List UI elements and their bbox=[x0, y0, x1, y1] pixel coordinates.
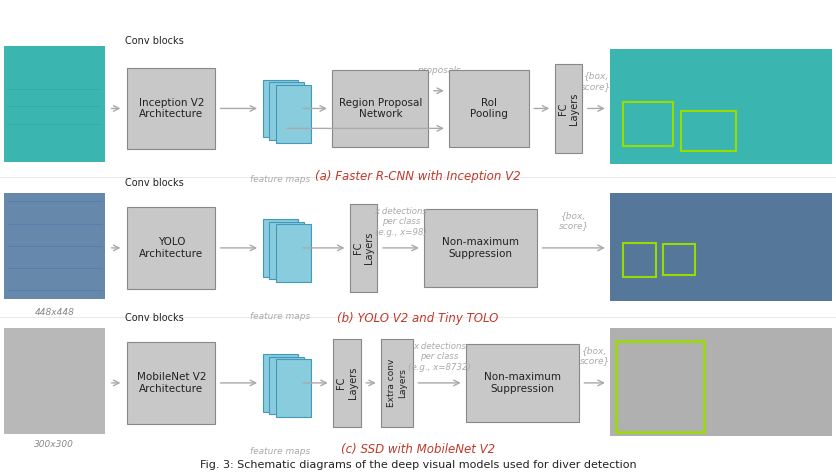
Bar bbox=[276, 85, 311, 142]
Bar bbox=[269, 357, 304, 414]
Bar bbox=[4, 47, 104, 161]
Text: (b) YOLO V2 and Tiny TOLO: (b) YOLO V2 and Tiny TOLO bbox=[337, 312, 499, 325]
Bar bbox=[269, 222, 304, 279]
Bar bbox=[616, 341, 704, 432]
Bar bbox=[349, 204, 378, 292]
Text: {box,
score}: {box, score} bbox=[558, 211, 589, 230]
Bar bbox=[333, 338, 360, 427]
Bar bbox=[450, 69, 528, 147]
Text: Conv blocks: Conv blocks bbox=[125, 313, 184, 323]
Bar bbox=[332, 69, 429, 147]
Bar bbox=[381, 338, 413, 427]
Text: proposals: proposals bbox=[417, 66, 461, 75]
Bar bbox=[681, 111, 736, 150]
Text: feature maps: feature maps bbox=[250, 312, 310, 321]
Bar bbox=[466, 344, 579, 422]
Bar bbox=[263, 219, 298, 277]
Bar bbox=[276, 359, 311, 417]
Bar bbox=[424, 209, 537, 287]
Text: RoI
Pooling: RoI Pooling bbox=[470, 98, 508, 119]
Bar bbox=[555, 64, 583, 153]
Text: feature maps: feature maps bbox=[250, 175, 310, 184]
Text: (a) Faster R-CNN with Inception V2: (a) Faster R-CNN with Inception V2 bbox=[315, 170, 521, 183]
Text: x detections
per class
(e.g., x=8732): x detections per class (e.g., x=8732) bbox=[408, 342, 471, 372]
Bar bbox=[263, 79, 298, 137]
Bar bbox=[4, 327, 104, 434]
Bar bbox=[127, 342, 216, 424]
Text: Fig. 3: Schematic diagrams of the deep visual models used for diver detection: Fig. 3: Schematic diagrams of the deep v… bbox=[200, 460, 636, 470]
Text: Extra conv
Layers: Extra conv Layers bbox=[387, 359, 407, 407]
Text: x detections
per class
(e.g., x=98): x detections per class (e.g., x=98) bbox=[375, 207, 427, 237]
Bar bbox=[276, 225, 311, 282]
Text: {box,
score}: {box, score} bbox=[579, 346, 609, 365]
Bar bbox=[4, 193, 104, 299]
Bar bbox=[623, 102, 673, 146]
Bar bbox=[263, 354, 298, 412]
Text: Conv blocks: Conv blocks bbox=[125, 37, 184, 47]
Bar bbox=[610, 327, 832, 436]
Text: Conv blocks: Conv blocks bbox=[125, 178, 184, 188]
Text: MobileNet V2
Architecture: MobileNet V2 Architecture bbox=[136, 372, 206, 394]
Bar bbox=[623, 244, 656, 277]
Text: Non-maximum
Suppression: Non-maximum Suppression bbox=[442, 237, 519, 258]
Text: 448x448: 448x448 bbox=[34, 307, 74, 317]
Bar bbox=[610, 193, 832, 301]
Bar bbox=[269, 82, 304, 140]
Text: FC
Layers: FC Layers bbox=[336, 367, 358, 399]
Text: Region Proposal
Network: Region Proposal Network bbox=[339, 98, 422, 119]
Text: (c) SSD with MobileNet V2: (c) SSD with MobileNet V2 bbox=[341, 443, 495, 456]
Text: YOLO
Architecture: YOLO Architecture bbox=[140, 237, 203, 258]
Bar bbox=[610, 49, 832, 164]
Bar bbox=[127, 207, 216, 289]
Text: FC
Layers: FC Layers bbox=[353, 232, 375, 264]
Bar bbox=[663, 244, 695, 275]
Text: {box,
score}: {box, score} bbox=[581, 71, 611, 91]
Text: FC
Layers: FC Layers bbox=[558, 92, 579, 125]
Text: 300x300: 300x300 bbox=[34, 440, 74, 449]
Text: Non-maximum
Suppression: Non-maximum Suppression bbox=[484, 372, 561, 394]
Text: feature maps: feature maps bbox=[250, 447, 310, 456]
Bar bbox=[127, 68, 216, 149]
Text: Inception V2
Architecture: Inception V2 Architecture bbox=[139, 98, 204, 119]
